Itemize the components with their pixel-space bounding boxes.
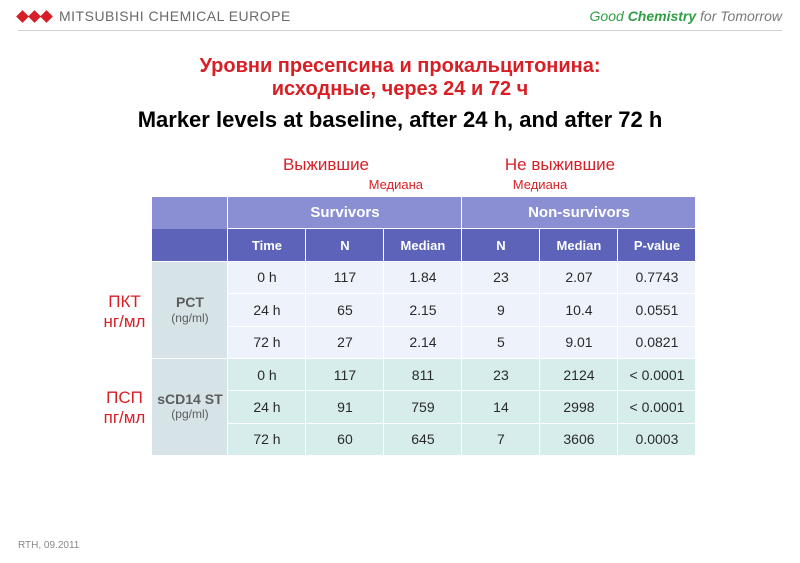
table-row: PCT (ng/ml) 0 h 117 1.84 23 2.07 0.7743 [152, 261, 696, 293]
cell: 24 h [228, 294, 306, 326]
cell: 65 [306, 294, 384, 326]
cell: < 0.0001 [618, 391, 696, 423]
col-pvalue: P-value [618, 229, 696, 261]
cell: 23 [462, 358, 540, 390]
cell: 7 [462, 423, 540, 455]
col-median2: Median [540, 229, 618, 261]
tagline: Good Chemistry for Tomorrow [590, 8, 782, 24]
col-median: Median [384, 229, 462, 261]
label-psp-ru: ПСП [104, 388, 146, 408]
marker-psp: sCD14 ST (pg/ml) [152, 358, 228, 455]
cell: 645 [384, 423, 462, 455]
cell: 27 [306, 326, 384, 358]
title-ru-line1: Уровни пресепсина и прокальцитонина: [0, 55, 800, 78]
cell: 2.15 [384, 294, 462, 326]
label-median-ru-2: Медиана [443, 177, 677, 192]
label-median-ru-1: Медиана [209, 177, 443, 192]
mitsubishi-diamonds-icon [18, 12, 53, 21]
cell: < 0.0001 [618, 358, 696, 390]
header-divider [18, 30, 782, 31]
corner-empty [152, 229, 228, 261]
title-ru-line2: исходные, через 24 и 72 ч [0, 78, 800, 101]
row-labels-ru: ПКТ нг/мл ПСП пг/мл [104, 196, 146, 456]
label-nonsurvivors-ru: Не выжившие [443, 155, 677, 175]
cell: 2.07 [540, 261, 618, 293]
cell: 5 [462, 326, 540, 358]
cell: 117 [306, 261, 384, 293]
table-row: 24 h 91 759 14 2998 < 0.0001 [152, 391, 696, 423]
table-row: sCD14 ST (pg/ml) 0 h 117 811 23 2124 < 0… [152, 358, 696, 390]
col-n2: N [462, 229, 540, 261]
cell: 2.14 [384, 326, 462, 358]
corner-empty [152, 197, 228, 229]
cell: 0.0821 [618, 326, 696, 358]
title-en: Marker levels at baseline, after 24 h, a… [0, 107, 800, 133]
table-container: ПКТ нг/мл ПСП пг/мл Survivors Non-surviv… [0, 196, 800, 456]
cell: 1.84 [384, 261, 462, 293]
cell: 91 [306, 391, 384, 423]
cell: 2998 [540, 391, 618, 423]
cell: 0 h [228, 358, 306, 390]
group-labels-ru: Выжившие Медиана Не выжившие Медиана [0, 155, 800, 192]
col-group-nonsurvivors: Non-survivors [462, 197, 696, 229]
cell: 0.0003 [618, 423, 696, 455]
footer-citation: RTH, 09.2011 [18, 540, 79, 551]
cell: 72 h [228, 326, 306, 358]
cell: 9.01 [540, 326, 618, 358]
cell: 24 h [228, 391, 306, 423]
slide-titles: Уровни пресепсина и прокальцитонина: исх… [0, 55, 800, 133]
cell: 72 h [228, 423, 306, 455]
cell: 9 [462, 294, 540, 326]
table-row: 72 h 27 2.14 5 9.01 0.0821 [152, 326, 696, 358]
cell: 759 [384, 391, 462, 423]
col-group-survivors: Survivors [228, 197, 462, 229]
label-psp-unit-ru: пг/мл [104, 408, 146, 428]
cell: 0.7743 [618, 261, 696, 293]
cell: 23 [462, 261, 540, 293]
cell: 3606 [540, 423, 618, 455]
cell: 0 h [228, 261, 306, 293]
table-row: 72 h 60 645 7 3606 0.0003 [152, 423, 696, 455]
cell: 14 [462, 391, 540, 423]
table-header-groups: Survivors Non-survivors [152, 197, 696, 229]
table-row: 24 h 65 2.15 9 10.4 0.0551 [152, 294, 696, 326]
table-header-cols: Time N Median N Median P-value [152, 229, 696, 261]
header-bar: MITSUBISHI CHEMICAL EUROPE Good Chemistr… [0, 0, 800, 28]
label-survivors-ru: Выжившие [209, 155, 443, 175]
cell: 60 [306, 423, 384, 455]
cell: 0.0551 [618, 294, 696, 326]
company-logo: MITSUBISHI CHEMICAL EUROPE [18, 8, 291, 24]
col-n: N [306, 229, 384, 261]
cell: 10.4 [540, 294, 618, 326]
col-time: Time [228, 229, 306, 261]
cell: 811 [384, 358, 462, 390]
company-name: MITSUBISHI CHEMICAL EUROPE [59, 8, 291, 24]
label-pct-ru: ПКТ [104, 292, 146, 312]
cell: 117 [306, 358, 384, 390]
data-table: Survivors Non-survivors Time N Median N … [151, 196, 696, 456]
marker-pct: PCT (ng/ml) [152, 261, 228, 358]
cell: 2124 [540, 358, 618, 390]
label-pct-unit-ru: нг/мл [104, 312, 146, 332]
